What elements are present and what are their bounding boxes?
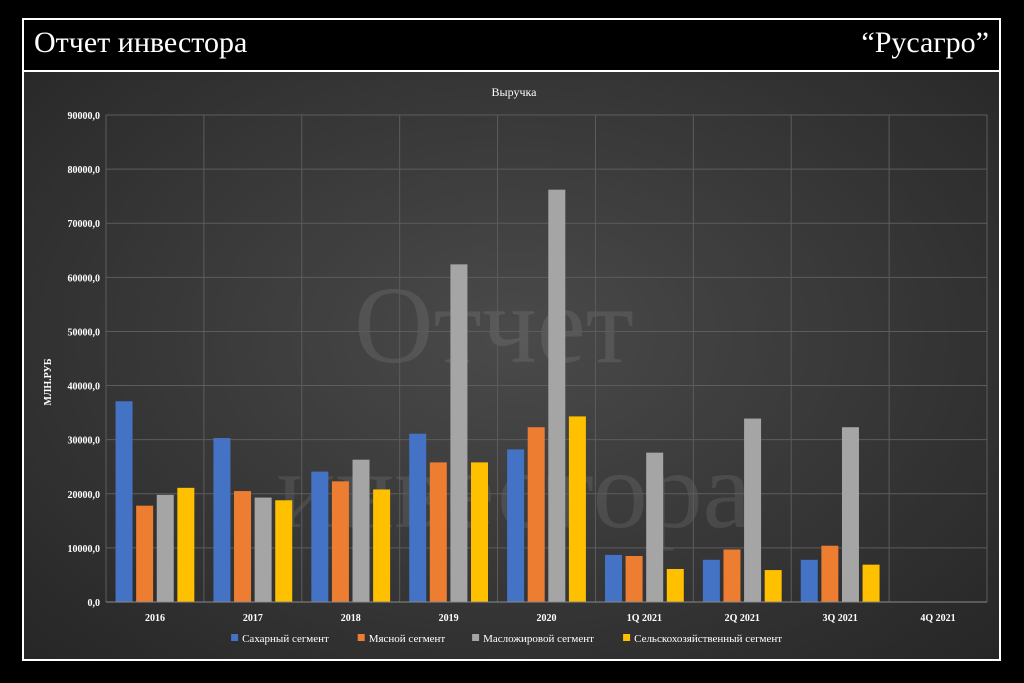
bar: [213, 438, 231, 602]
bar: [744, 418, 762, 602]
bar: [702, 559, 720, 602]
bar: [373, 489, 391, 602]
bar: [311, 471, 329, 602]
legend-label: Сахарный сегмент: [242, 633, 329, 645]
bar: [352, 459, 370, 602]
y-tick-label: 50000,0: [68, 327, 101, 338]
legend-label: Масложировой сегмент: [483, 633, 594, 645]
y-tick-label: 90000,0: [68, 111, 101, 122]
x-tick-label: 4Q 2021: [920, 613, 955, 624]
bar: [821, 545, 839, 602]
bar: [800, 559, 818, 602]
y-tick-label: 30000,0: [68, 436, 101, 447]
bar: [625, 556, 643, 602]
bar: [254, 497, 272, 602]
y-tick-label: 80000,0: [68, 165, 101, 176]
y-axis-label: МЛН.РУБ: [43, 358, 54, 405]
bar: [471, 462, 489, 602]
bar: [156, 494, 174, 602]
revenue-chart: Отчет инвестора 0,010000,020000,030000,0…: [43, 85, 988, 645]
x-tick-label: 2Q 2021: [725, 613, 760, 624]
bar: [604, 554, 622, 602]
y-tick-label: 10000,0: [68, 544, 101, 555]
legend-label: Мясной сегмент: [369, 633, 446, 645]
company-name: “Русагро”: [861, 26, 989, 59]
bar: [507, 449, 525, 602]
bar: [450, 264, 468, 602]
x-tick-label: 2016: [145, 613, 165, 624]
y-tick-label: 0,0: [88, 598, 101, 609]
legend-swatch: [357, 634, 365, 641]
watermark-line-1: Отчет: [354, 264, 634, 386]
legend: Сахарный сегмент Мясной сегмент Масложиров…: [231, 633, 782, 645]
legend-label: Сельскохозяйственный сегмент: [634, 633, 782, 645]
bar: [841, 427, 859, 602]
bar: [234, 491, 252, 602]
bars: [115, 189, 880, 602]
bar: [115, 401, 133, 602]
bar: [666, 568, 684, 602]
chart-area: Отчет инвестора 0,010000,020000,030000,0…: [24, 72, 999, 659]
bar: [568, 416, 586, 602]
x-tick-label: 3Q 2021: [823, 613, 858, 624]
y-tick-label: 40000,0: [68, 382, 101, 393]
x-tick-label: 2019: [439, 613, 459, 624]
x-tick-label: 1Q 2021: [627, 613, 662, 624]
legend-swatch: [472, 634, 480, 641]
y-axis-ticks: 0,0 10000,0 20000,0 30000,0 40000,0 50000,0 60…: [68, 111, 101, 609]
bar: [764, 570, 782, 602]
bar: [136, 505, 154, 602]
legend-swatch: [231, 634, 239, 641]
bar: [548, 189, 566, 602]
x-tick-label: 2018: [341, 613, 361, 624]
report-frame: Отчет инвестора “Русагро” Отчет инвестор…: [22, 18, 1001, 661]
y-tick-label: 60000,0: [68, 273, 101, 284]
bar: [646, 452, 664, 602]
bar: [862, 564, 880, 602]
bar: [177, 487, 195, 602]
y-tick-label: 70000,0: [68, 219, 101, 230]
legend-swatch: [623, 634, 631, 641]
y-tick-label: 20000,0: [68, 490, 101, 501]
bar: [527, 427, 545, 602]
x-tick-label: 2020: [537, 613, 557, 624]
x-tick-label: 2017: [243, 613, 263, 624]
bar: [331, 481, 349, 602]
x-axis-ticks: 2016 2017 2018 2019 2020 1Q 2021 2Q 2021 3Q 202…: [145, 613, 956, 624]
bar: [429, 462, 447, 602]
bar: [723, 549, 741, 602]
report-title: Отчет инвестора: [34, 26, 248, 59]
gridlines: [105, 114, 988, 602]
report-header: Отчет инвестора “Русагро”: [24, 20, 999, 72]
chart-title: Выручка: [492, 85, 538, 99]
bar: [409, 433, 427, 602]
bar: [275, 500, 293, 602]
